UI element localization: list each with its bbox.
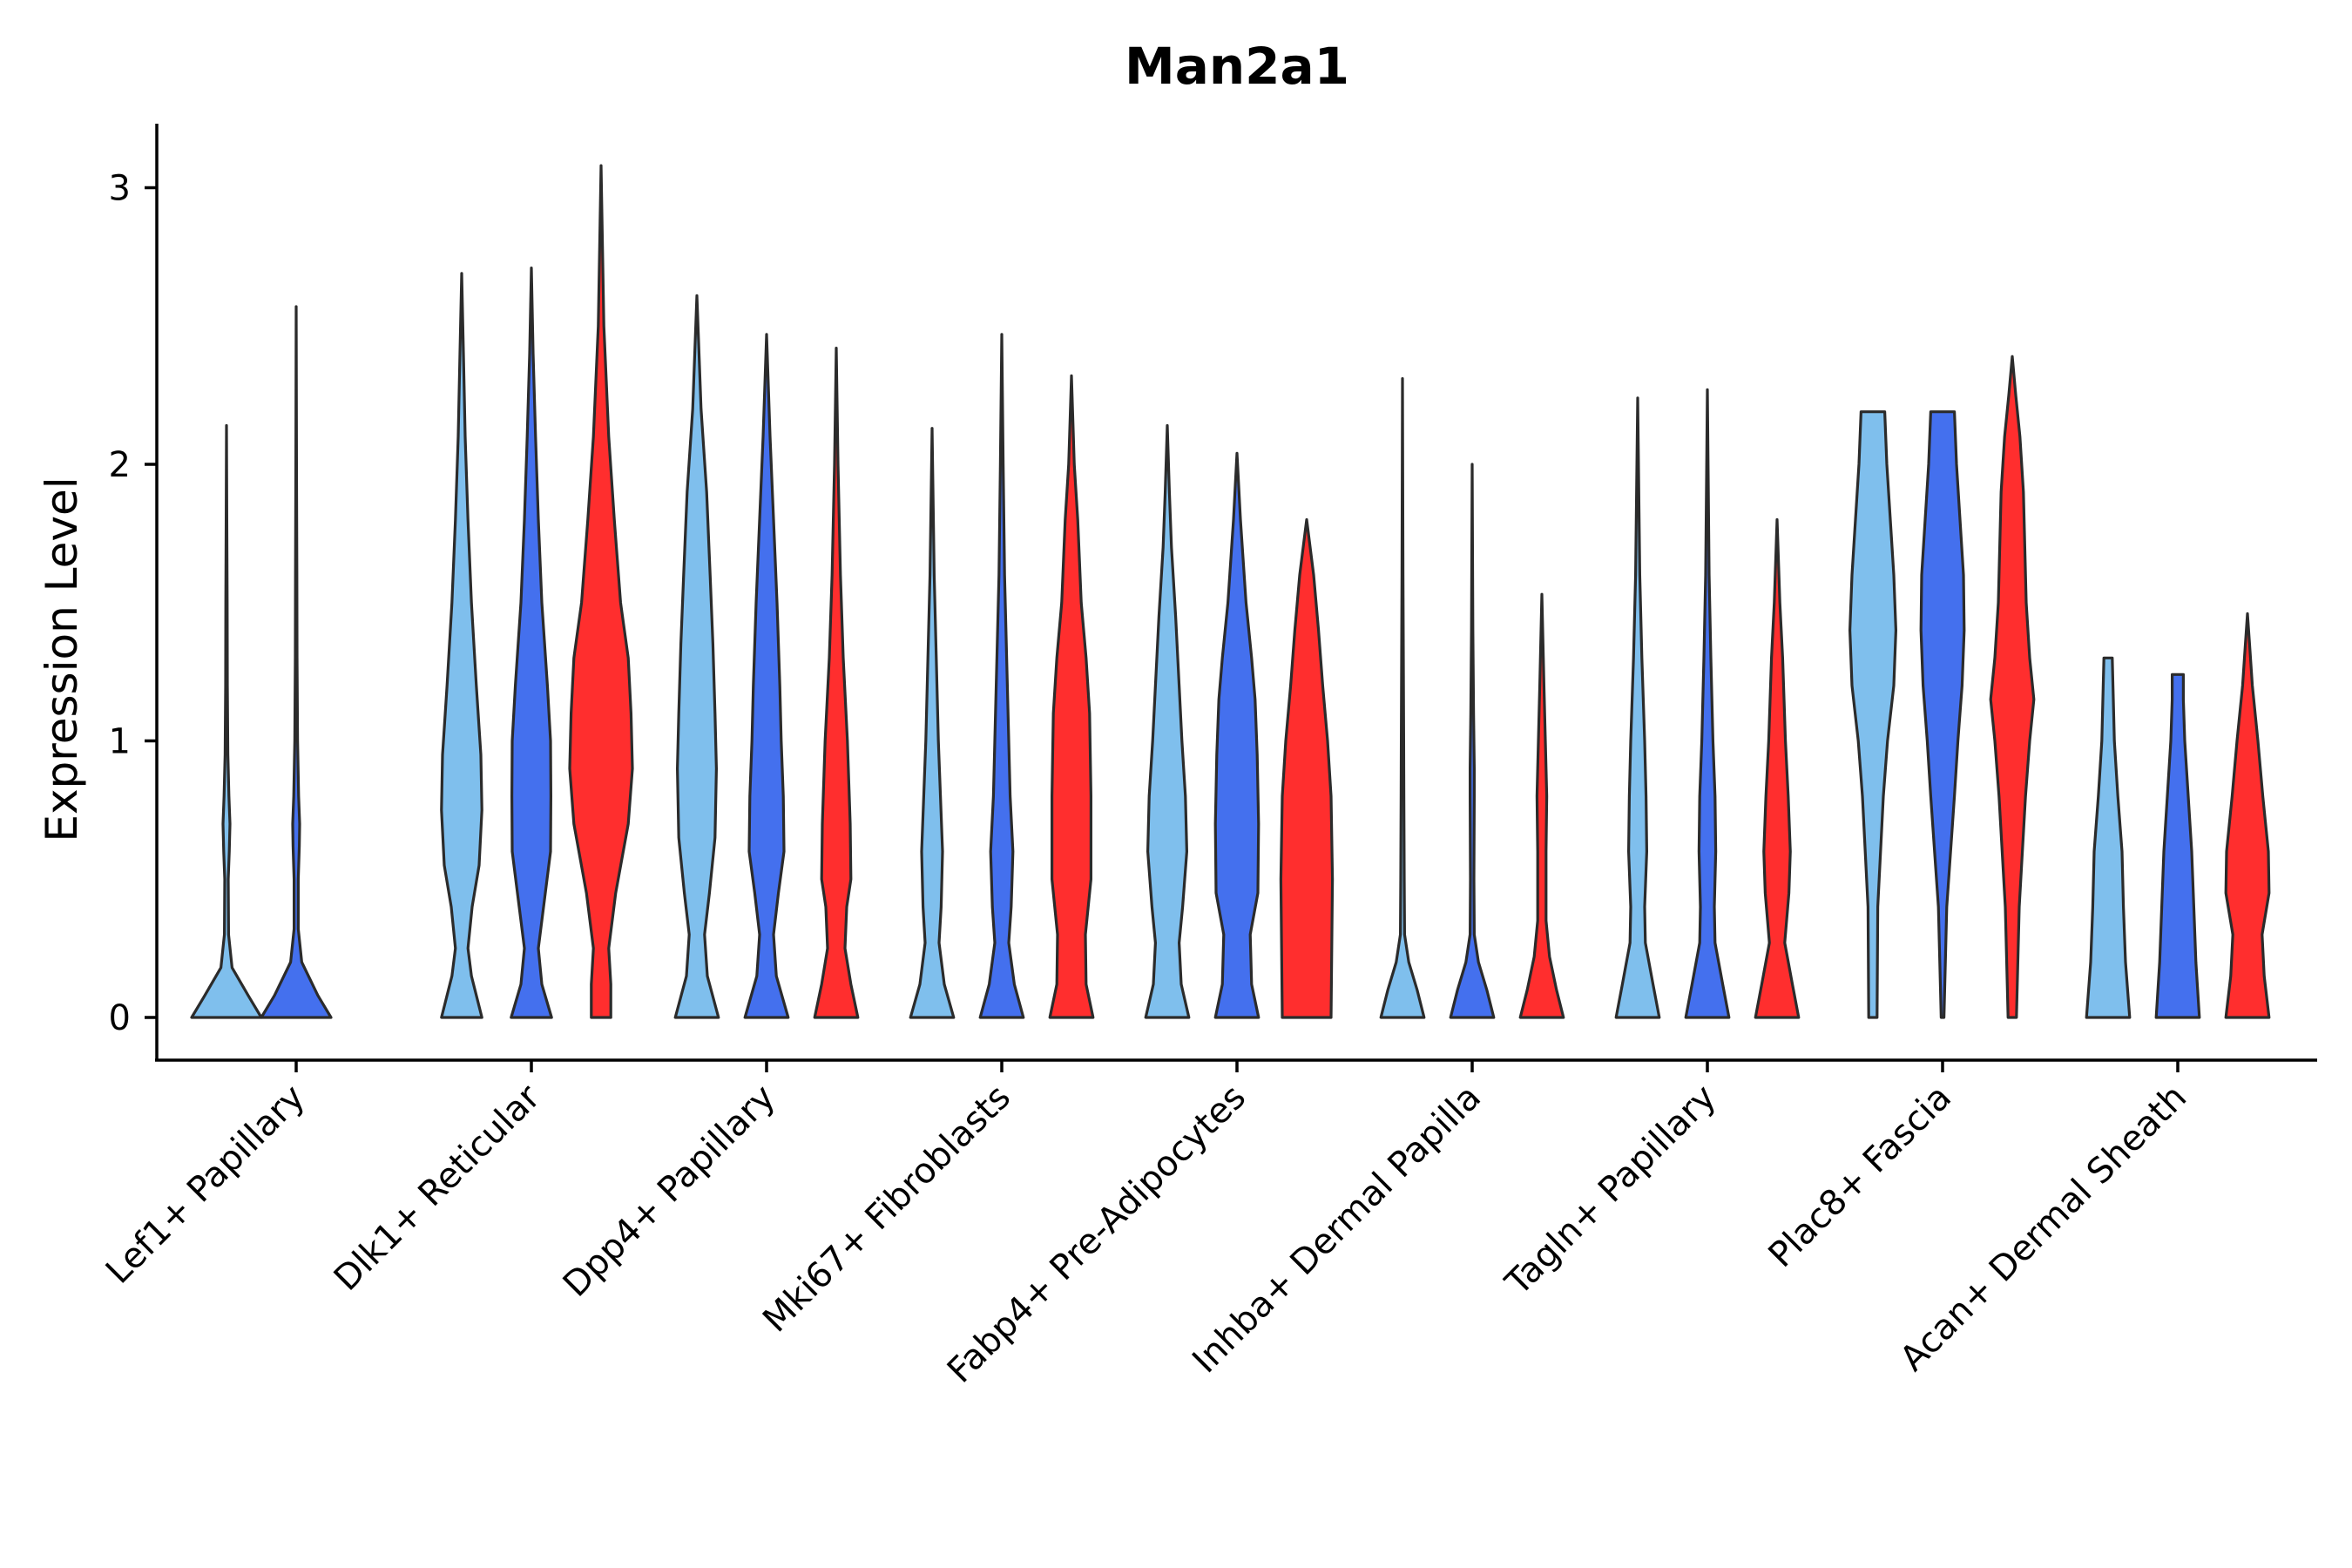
violin-8-0 [2085,656,2132,1019]
violin-6-0 [1614,396,1661,1019]
x-tick-label: Plac8+ Fascia [1761,1078,1960,1276]
x-tick-label: Tagln+ Papillary [1497,1078,1724,1304]
violin-2-0 [673,294,720,1019]
violin-4-2 [1279,517,1335,1019]
violin-3-2 [1048,374,1095,1019]
y-tick-label: 1 [109,722,131,762]
violin-5-0 [1379,377,1426,1019]
x-tick-label: Dpp4+ Papillary [556,1078,783,1305]
y-tick-label: 2 [109,445,131,485]
violin-0-1 [260,305,333,1019]
violin-4-0 [1144,423,1191,1019]
violin-2-2 [813,347,860,1019]
chart-title: Man2a1 [1125,37,1349,96]
violin-2-1 [743,333,790,1019]
x-tick-label: Lef1+ Papillary [98,1078,313,1292]
y-axis-label: Expression Level [37,476,87,841]
violin-1-2 [568,164,634,1019]
violin-7-1 [1919,410,1966,1019]
x-tick-label: Dlk1+ Reticular [327,1077,549,1299]
violin-8-1 [2154,672,2201,1019]
x-tick-label: Mki67+ Fibroblasts [755,1078,1018,1341]
violin-8-2 [2224,612,2271,1019]
violin-7-0 [1848,410,1897,1019]
y-tick-label: 3 [109,169,131,209]
y-tick-label: 0 [109,998,131,1038]
violin-6-2 [1754,517,1801,1019]
violin-0-0 [190,423,263,1019]
violin-1-0 [440,272,483,1019]
violin-5-2 [1518,592,1565,1019]
violin-7-2 [1989,355,2036,1019]
violin-4-1 [1213,451,1260,1019]
violin-6-1 [1684,388,1731,1019]
violin-3-1 [978,333,1025,1019]
violin-3-0 [909,427,956,1019]
violin-1-1 [510,267,553,1019]
violin-5-1 [1449,463,1496,1019]
